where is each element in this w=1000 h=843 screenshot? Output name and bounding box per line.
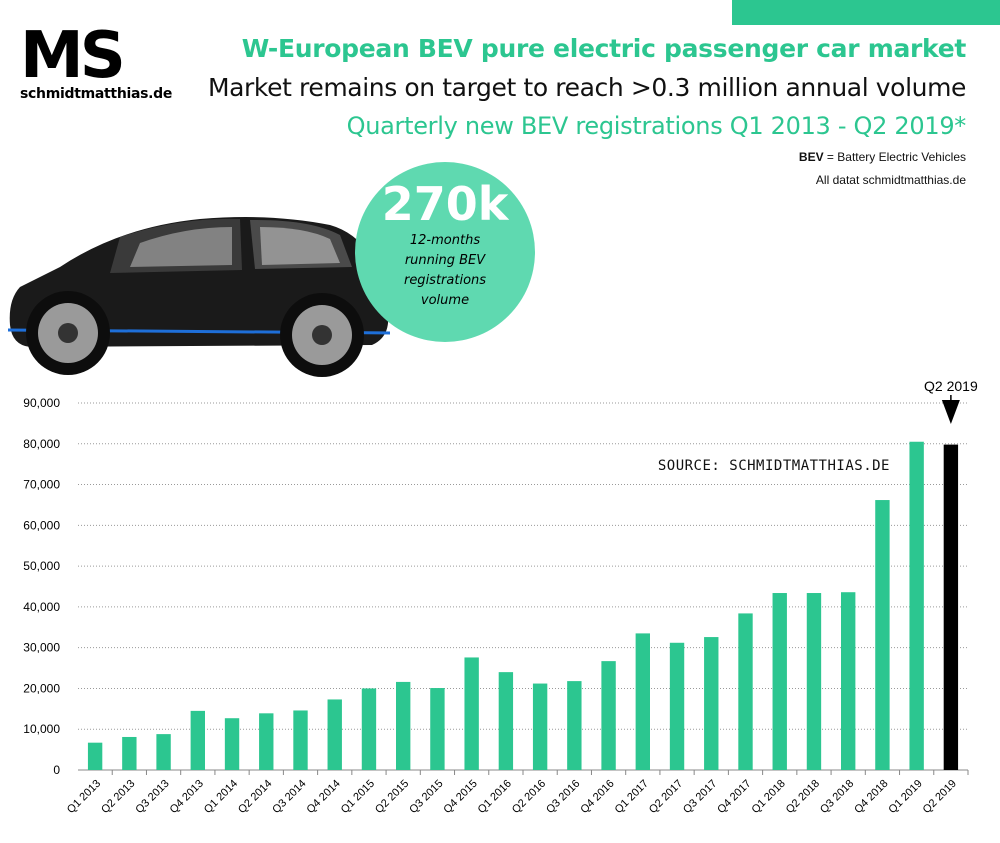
x-tick-label: Q1 2018: [750, 778, 788, 816]
x-tick-label: Q4 2013: [168, 778, 206, 816]
bar: [430, 688, 445, 770]
x-tick-label: Q2 2018: [784, 778, 822, 816]
y-tick-label: 80,000: [23, 437, 60, 451]
logo-mark: MS: [20, 19, 126, 93]
badge-value: 270k: [381, 177, 509, 231]
x-tick-label: Q3 2018: [818, 778, 856, 816]
bar: [772, 593, 787, 770]
x-tick-label: Q1 2017: [613, 778, 651, 816]
annotation-label: Q2 2019: [924, 380, 978, 394]
page-subtitle: Market remains on target to reach >0.3 m…: [207, 73, 966, 102]
y-tick-label: 10,000: [23, 722, 60, 736]
page-title: W-European BEV pure electric passenger c…: [241, 34, 967, 63]
x-tick-label: Q2 2014: [236, 778, 274, 816]
bar: [738, 613, 753, 770]
x-tick-label: Q3 2016: [544, 778, 582, 816]
bar: [635, 633, 650, 770]
annotation-arrow-head: [941, 400, 960, 424]
bar-chart: 0 10,000 20,000 30,000 40,000 50,000 60,000 70,…: [23, 380, 978, 816]
logo-site: schmidtmatthias.de: [20, 86, 173, 102]
bar: [875, 500, 890, 770]
chart-title: Quarterly new BEV registrations Q1 2013 …: [346, 112, 967, 140]
bar: [464, 657, 479, 770]
bar: [327, 699, 342, 770]
x-tick-label: Q1 2015: [339, 778, 377, 816]
bar: [669, 642, 685, 770]
bar: [87, 742, 103, 770]
y-tick-label: 50,000: [23, 559, 60, 573]
data-note: All datat schmidtmatthias.de: [815, 173, 966, 187]
x-tick-label: Q1 2016: [476, 778, 514, 816]
y-tick-label: 40,000: [23, 600, 60, 614]
car-image: [7, 217, 391, 377]
x-tick-label: Q1 2014: [202, 778, 240, 816]
bar: [943, 444, 959, 770]
bar: [396, 681, 411, 770]
bar: [122, 736, 137, 770]
bev-note-bold: BEV: [798, 150, 824, 164]
y-tick-label: 20,000: [23, 681, 60, 695]
bar: [567, 681, 582, 770]
y-tick-label: 60,000: [23, 518, 60, 532]
x-tick-label: Q3 2013: [133, 778, 171, 816]
bar: [909, 441, 924, 770]
x-tick-label: Q1 2019: [886, 778, 924, 816]
bar: [190, 710, 205, 770]
bar: [224, 718, 240, 770]
x-tick-label: Q2 2013: [99, 778, 137, 816]
y-tick-label: 30,000: [23, 641, 60, 655]
source-label: SOURCE: SCHMIDTMATTHIAS.DE: [658, 458, 890, 474]
top-accent-bar: [732, 0, 1000, 25]
bar: [806, 593, 822, 770]
x-tick-label: Q4 2014: [305, 778, 343, 816]
x-tick-label: Q1 2013: [65, 778, 103, 816]
bar: [704, 637, 719, 770]
x-tick-label: Q2 2015: [373, 778, 411, 816]
x-tick-label: Q4 2018: [852, 778, 890, 816]
y-tick-label: 0: [53, 763, 60, 777]
x-tick-label: Q4 2016: [578, 778, 616, 816]
x-tick-label: Q3 2017: [681, 778, 719, 816]
x-tick-label: Q2 2019: [921, 778, 959, 816]
x-tick-label: Q3 2014: [270, 778, 308, 816]
badge-line-4: volume: [420, 293, 470, 308]
bar: [498, 672, 514, 770]
badge-line-1: 12-months: [409, 233, 481, 248]
x-tick-label: Q3 2015: [407, 778, 445, 816]
bar: [259, 713, 274, 770]
x-tick-label: Q2 2017: [647, 778, 685, 816]
bev-note-text: = Battery Electric Vehicles: [823, 150, 966, 164]
bar: [601, 661, 616, 770]
badge-line-3: registrations: [403, 273, 487, 288]
y-tick-label: 90,000: [23, 396, 60, 410]
bar: [532, 683, 548, 770]
bar: [361, 688, 377, 770]
bev-note: BEV = Battery Electric Vehicles: [799, 150, 966, 164]
logo: MS schmidtmatthias.de: [20, 19, 173, 102]
y-tick-label: 70,000: [23, 478, 60, 492]
running-volume-badge: 270k 12-months running BEV registrations…: [355, 162, 535, 342]
bar: [156, 734, 171, 770]
bar: [841, 592, 856, 770]
bar: [293, 710, 308, 770]
badge-line-2: running BEV: [404, 253, 486, 268]
x-tick-label: Q4 2017: [715, 778, 753, 816]
x-tick-label: Q2 2016: [510, 778, 548, 816]
x-tick-label: Q4 2015: [441, 778, 479, 816]
